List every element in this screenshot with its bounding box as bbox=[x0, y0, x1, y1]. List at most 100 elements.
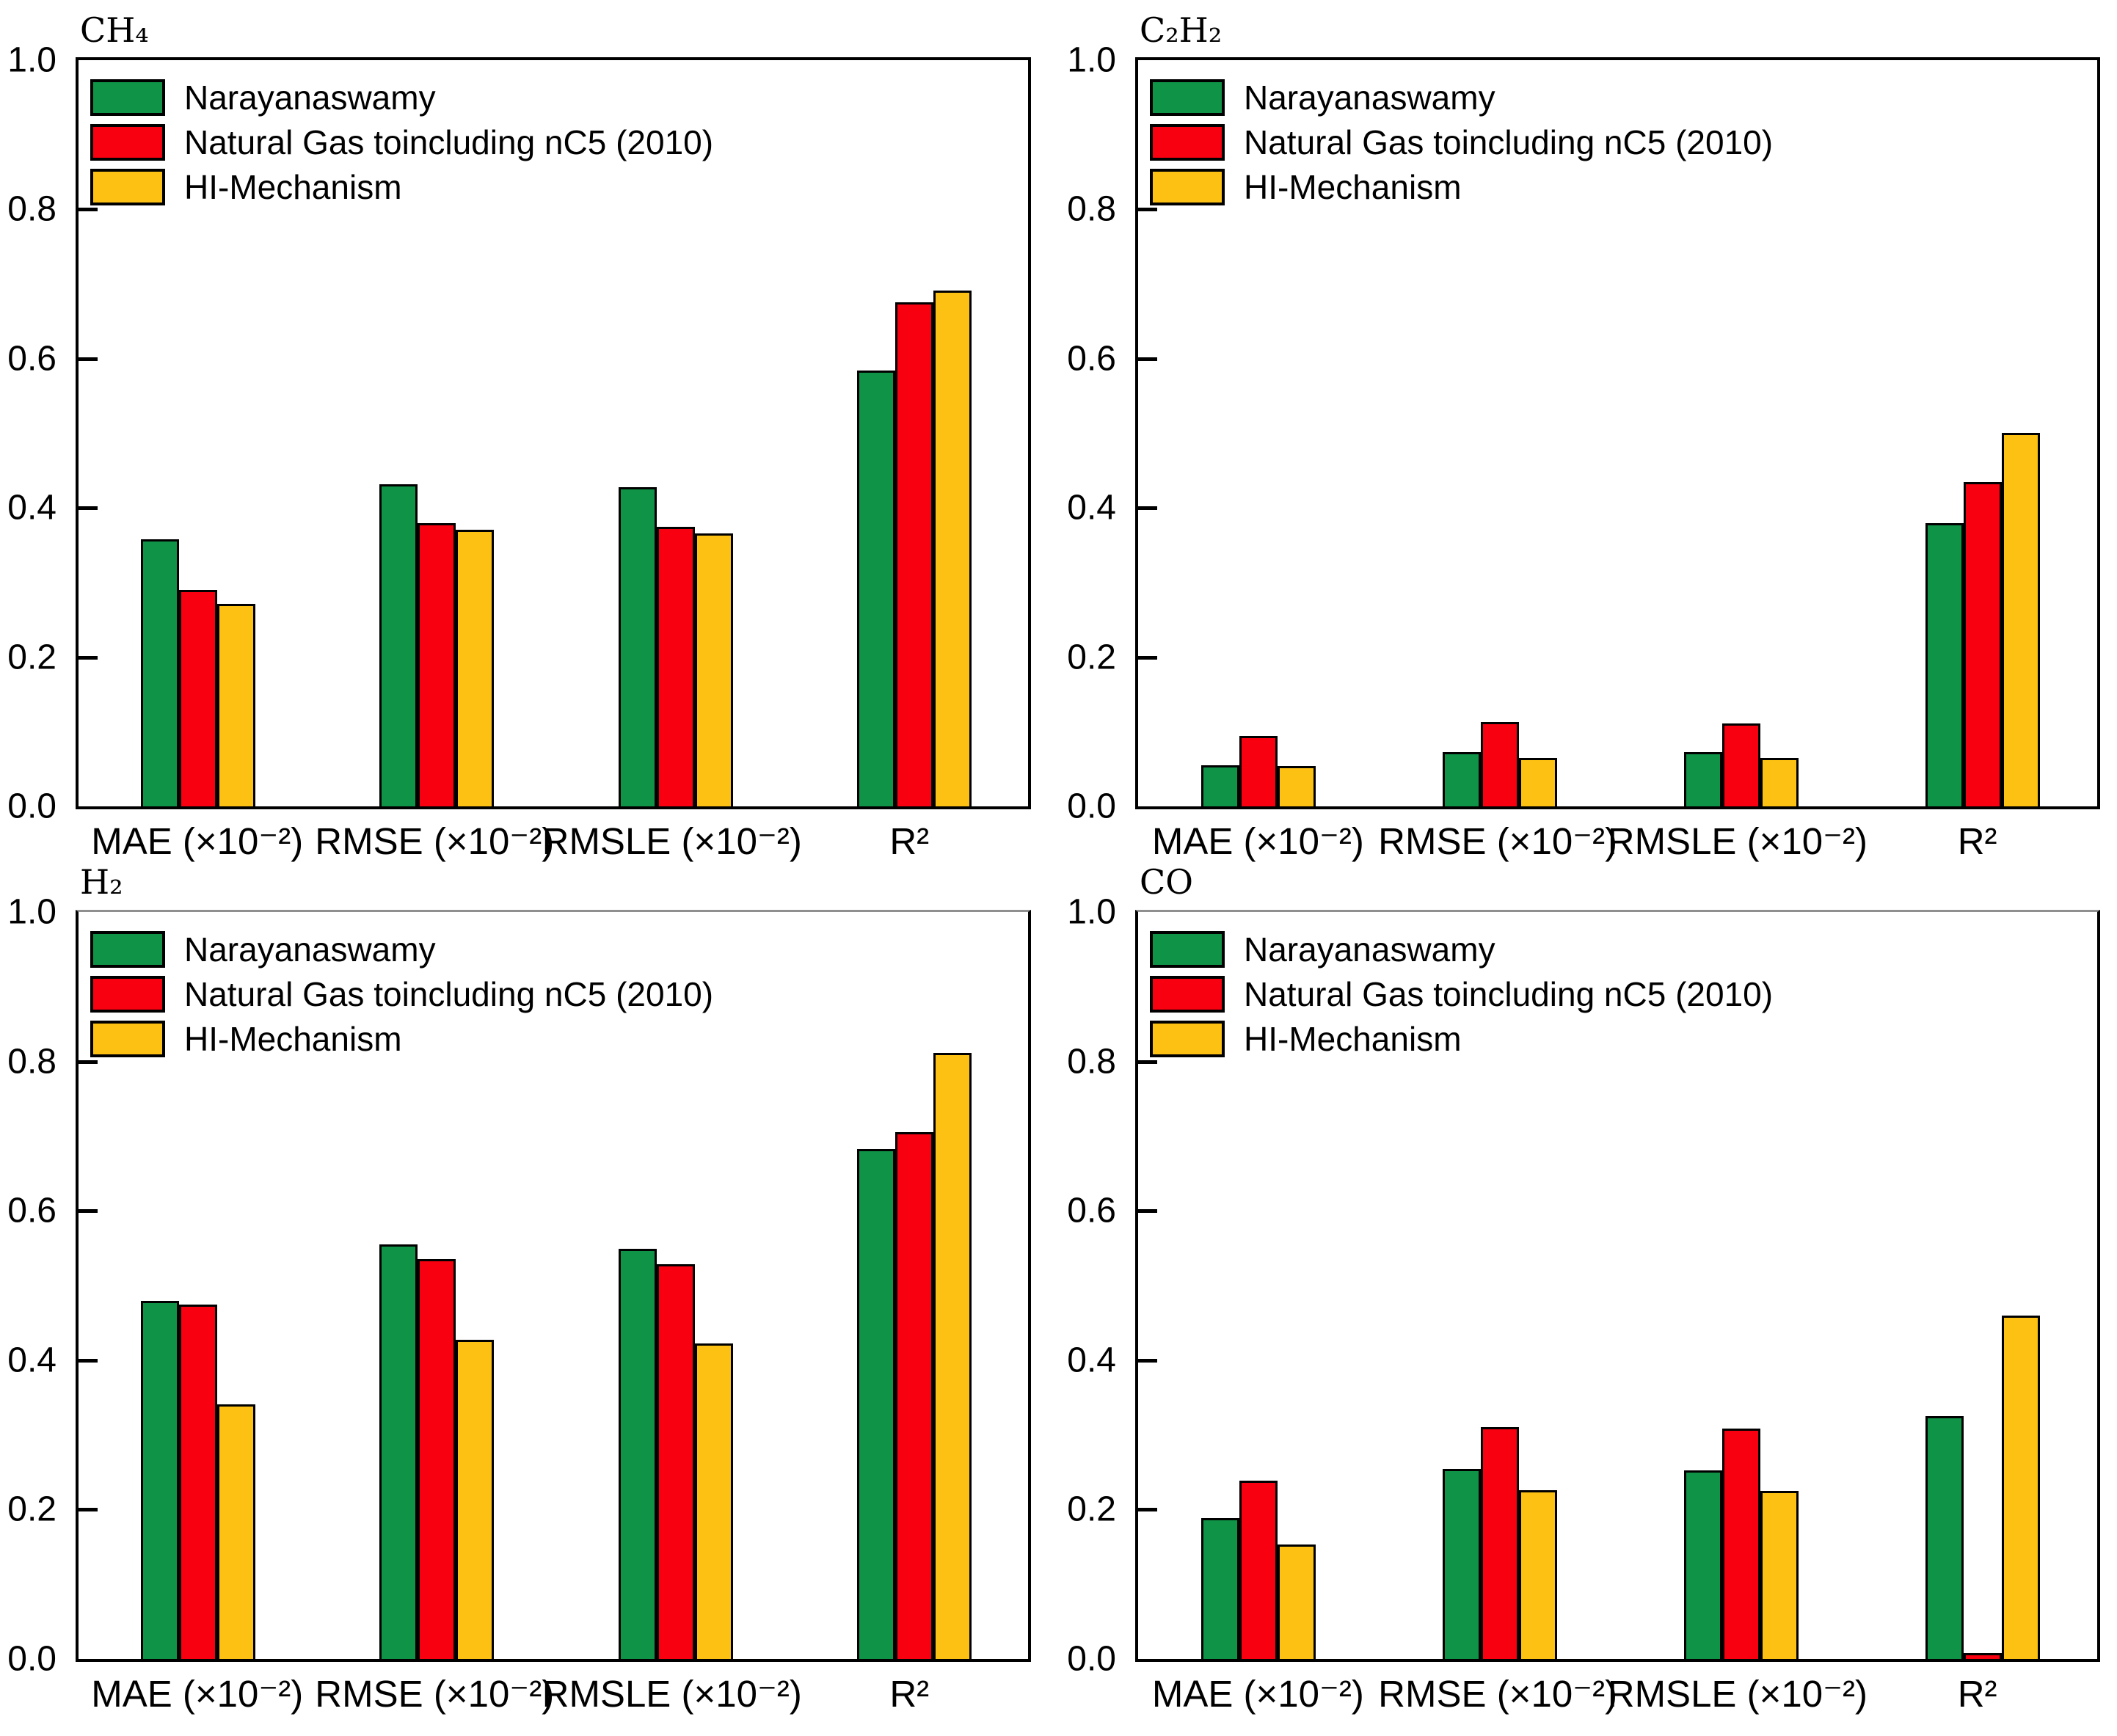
chart-co: 0.0 0.2 0.4 0.6 0.8 1.0 MAE (×10⁻²) RMSE (×10⁻²… bbox=[1067, 862, 2100, 1715]
y-axis-tick bbox=[79, 357, 98, 361]
y-tick-label: 0.4 bbox=[7, 1341, 57, 1380]
plot-area: 0.0 0.2 0.4 0.6 0.8 1.0 MAE (×10⁻²) RMSE (×10⁻²… bbox=[7, 893, 1028, 1715]
bar-narayanaswamy bbox=[619, 487, 657, 806]
y-tick-label: 0.0 bbox=[7, 787, 57, 826]
legend-item: HI-Mechanism bbox=[1150, 1019, 1773, 1059]
bar-naturalgas bbox=[657, 527, 695, 806]
y-axis-tick bbox=[79, 655, 98, 660]
bar-hi-mechanism bbox=[1519, 1490, 1557, 1659]
y-tick-label: 1.0 bbox=[7, 40, 57, 80]
x-category-label: MAE (×10⁻²) bbox=[91, 820, 304, 862]
x-category-label: RMSE (×10⁻²) bbox=[315, 1673, 555, 1715]
y-tick-label: 0.8 bbox=[1067, 1042, 1116, 1082]
legend-label: HI-Mechanism bbox=[184, 168, 402, 206]
x-category-label: RMSLE (×10⁻²) bbox=[1607, 820, 1868, 862]
y-axis-tick bbox=[1138, 655, 1157, 660]
y-tick-label: 1.0 bbox=[1067, 40, 1116, 80]
bar-hi-mechanism bbox=[1519, 758, 1557, 806]
bar-hi-mechanism bbox=[695, 1343, 733, 1659]
bar-narayanaswamy bbox=[1443, 752, 1481, 806]
y-tick-label: 0.8 bbox=[7, 189, 57, 229]
legend-item: Natural Gas toincluding nC5 (2010) bbox=[90, 974, 713, 1014]
legend-label: Narayanaswamy bbox=[184, 930, 436, 969]
bar-narayanaswamy bbox=[857, 1149, 895, 1659]
bar-narayanaswamy bbox=[1684, 752, 1722, 806]
bar-naturalgas bbox=[1239, 736, 1278, 806]
y-tick-label: 0.2 bbox=[1067, 638, 1116, 677]
bar-hi-mechanism bbox=[1760, 758, 1799, 806]
legend-label: Natural Gas toincluding nC5 (2010) bbox=[1244, 975, 1774, 1013]
y-axis-tick bbox=[1138, 506, 1157, 511]
bar-narayanaswamy bbox=[141, 539, 179, 806]
plot-area: 0.0 0.2 0.4 0.6 0.8 1.0 MAE (×10⁻²) RMSE (×10⁻²… bbox=[1067, 893, 2097, 1715]
plot-area: 0.0 0.2 0.4 0.6 0.8 1.0 MAE (×10⁻²) RMSE (×10⁻²… bbox=[1067, 41, 2097, 862]
y-tick-label: 0.8 bbox=[7, 1042, 57, 1082]
y-tick-label: 1.0 bbox=[1067, 892, 1116, 932]
y-tick-label: 0.4 bbox=[1067, 488, 1116, 528]
y-axis-tick bbox=[1138, 1209, 1157, 1214]
bar-naturalgas bbox=[895, 302, 933, 806]
x-category-label: RMSLE (×10⁻²) bbox=[1607, 1673, 1868, 1715]
bar-hi-mechanism bbox=[695, 533, 733, 806]
chart-title: H₂ bbox=[80, 862, 123, 902]
y-tick-label: 0.2 bbox=[7, 638, 57, 677]
x-category-label: RMSLE (×10⁻²) bbox=[542, 1673, 802, 1715]
x-category-label: RMSE (×10⁻²) bbox=[315, 820, 555, 862]
bar-naturalgas bbox=[1722, 1429, 1760, 1659]
legend-swatch-yellow bbox=[90, 169, 165, 205]
bar-hi-mechanism bbox=[2002, 433, 2040, 806]
y-tick-label: 0.8 bbox=[1067, 189, 1116, 229]
legend-item: Narayanaswamy bbox=[90, 930, 713, 969]
bar-narayanaswamy bbox=[1201, 765, 1239, 806]
bar-narayanaswamy bbox=[141, 1301, 179, 1659]
legend-label: Narayanaswamy bbox=[184, 79, 436, 117]
y-tick-label: 0.6 bbox=[1067, 339, 1116, 379]
x-category-label: MAE (×10⁻²) bbox=[91, 1673, 304, 1715]
legend-swatch-green bbox=[1150, 931, 1225, 968]
legend-label: Narayanaswamy bbox=[1244, 930, 1495, 969]
y-axis-tick bbox=[79, 1358, 98, 1363]
bar-narayanaswamy bbox=[379, 484, 418, 806]
bar-narayanaswamy bbox=[619, 1249, 657, 1659]
legend-swatch-red bbox=[1150, 976, 1225, 1013]
bar-naturalgas bbox=[1722, 723, 1760, 806]
x-category-label: RMSLE (×10⁻²) bbox=[542, 820, 802, 862]
chart-ch4: 0.0 0.2 0.4 0.6 0.8 1.0 MAE (×10⁻²) RMSE (×10⁻²… bbox=[7, 10, 1031, 862]
legend: Narayanaswamy Natural Gas toincluding nC5… bbox=[90, 930, 713, 1064]
y-tick-label: 0.2 bbox=[1067, 1489, 1116, 1529]
y-axis-tick bbox=[1138, 357, 1157, 361]
bar-narayanaswamy bbox=[1925, 1416, 1964, 1659]
bar-hi-mechanism bbox=[456, 1340, 494, 1659]
x-category-label: RMSE (×10⁻²) bbox=[1378, 820, 1618, 862]
bar-naturalgas bbox=[1239, 1481, 1278, 1659]
y-tick-label: 0.4 bbox=[7, 488, 57, 528]
legend-item: Narayanaswamy bbox=[1150, 930, 1773, 969]
legend-item: Natural Gas toincluding nC5 (2010) bbox=[1150, 123, 1773, 162]
bar-narayanaswamy bbox=[857, 371, 895, 806]
y-axis-tick bbox=[79, 1209, 98, 1214]
x-category-label: MAE (×10⁻²) bbox=[1151, 820, 1364, 862]
plot-area: 0.0 0.2 0.4 0.6 0.8 1.0 MAE (×10⁻²) RMSE (×10⁻²… bbox=[7, 41, 1028, 862]
y-axis-tick bbox=[79, 1508, 98, 1512]
bar-naturalgas bbox=[1964, 482, 2002, 806]
y-tick-label: 1.0 bbox=[7, 892, 57, 932]
chart-c2h2: 0.0 0.2 0.4 0.6 0.8 1.0 MAE (×10⁻²) RMSE (×10⁻²… bbox=[1067, 10, 2100, 862]
x-category-label: RMSE (×10⁻²) bbox=[1378, 1673, 1618, 1715]
legend: Narayanaswamy Natural Gas toincluding nC5… bbox=[90, 78, 713, 212]
bar-hi-mechanism bbox=[933, 291, 972, 806]
chart-title: CO bbox=[1140, 862, 1193, 902]
legend-item: Narayanaswamy bbox=[90, 78, 713, 117]
legend-swatch-yellow bbox=[90, 1021, 165, 1057]
legend: Narayanaswamy Natural Gas toincluding nC5… bbox=[1150, 930, 1773, 1064]
chart-h2: 0.0 0.2 0.4 0.6 0.8 1.0 MAE (×10⁻²) RMSE (×10⁻²… bbox=[7, 862, 1031, 1715]
x-category-label: R² bbox=[889, 820, 930, 862]
y-tick-label: 0.0 bbox=[7, 1639, 57, 1679]
bar-hi-mechanism bbox=[1760, 1491, 1799, 1659]
legend-label: Natural Gas toincluding nC5 (2010) bbox=[184, 975, 714, 1013]
bar-hi-mechanism bbox=[217, 604, 255, 806]
chart-title: C₂H₂ bbox=[1140, 10, 1223, 50]
y-axis-tick bbox=[79, 1060, 98, 1064]
bar-hi-mechanism bbox=[1278, 766, 1316, 806]
y-tick-label: 0.6 bbox=[7, 1191, 57, 1230]
x-category-label: MAE (×10⁻²) bbox=[1151, 1673, 1364, 1715]
